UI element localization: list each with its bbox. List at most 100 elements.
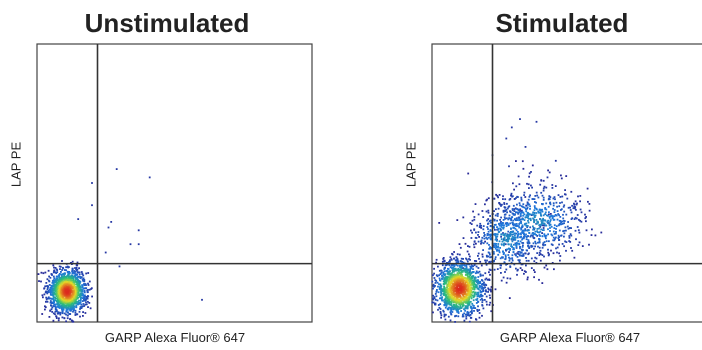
data-point — [507, 254, 510, 256]
data-point — [535, 212, 538, 214]
data-point — [72, 310, 74, 313]
data-point — [466, 313, 469, 316]
data-point — [53, 270, 55, 272]
data-point — [555, 214, 558, 217]
data-point — [440, 270, 443, 272]
data-point — [440, 290, 442, 293]
data-point — [41, 313, 44, 315]
data-point — [489, 235, 492, 238]
data-point — [66, 302, 69, 305]
data-point — [475, 260, 478, 262]
data-point — [529, 205, 531, 208]
data-point — [459, 281, 462, 283]
data-point — [474, 307, 477, 309]
data-point — [564, 240, 566, 243]
data-point — [484, 278, 487, 281]
data-point — [477, 267, 480, 269]
data-point — [480, 264, 483, 267]
data-point — [574, 207, 576, 210]
data-point — [569, 209, 572, 211]
data-point — [475, 318, 477, 320]
data-point — [442, 299, 444, 302]
data-point — [79, 287, 82, 289]
data-point — [59, 313, 62, 316]
data-point — [511, 216, 514, 219]
data-point — [520, 196, 523, 199]
data-point — [533, 209, 536, 212]
data-point — [58, 317, 60, 320]
data-point — [511, 230, 513, 233]
data-point — [526, 206, 529, 209]
data-point — [493, 233, 496, 235]
data-point — [448, 294, 450, 296]
data-point — [558, 236, 560, 238]
data-point — [462, 313, 464, 316]
data-point — [469, 313, 472, 316]
data-point — [54, 308, 57, 311]
data-point — [137, 243, 140, 246]
data-point — [523, 272, 525, 275]
data-point — [502, 250, 504, 253]
data-point — [81, 285, 84, 288]
data-point — [536, 252, 539, 254]
data-point — [577, 195, 579, 198]
data-point — [497, 253, 500, 256]
data-point — [501, 226, 503, 229]
data-point — [525, 216, 528, 218]
data-point — [534, 216, 536, 218]
data-point — [445, 279, 448, 281]
data-point — [502, 224, 504, 227]
data-point — [450, 289, 453, 292]
data-point — [545, 202, 548, 205]
data-point — [551, 217, 554, 220]
data-point — [84, 312, 87, 314]
data-point — [439, 303, 442, 305]
data-point — [104, 251, 107, 254]
data-point — [450, 258, 453, 261]
data-point — [544, 207, 547, 209]
data-point — [494, 258, 497, 260]
data-point — [530, 246, 533, 248]
data-point — [490, 286, 493, 288]
data-point — [446, 270, 448, 273]
data-point — [465, 279, 467, 281]
data-point — [55, 309, 58, 311]
data-point — [54, 299, 56, 302]
data-point — [500, 264, 502, 267]
data-point — [514, 218, 516, 220]
data-point — [432, 294, 435, 297]
data-point — [473, 264, 476, 267]
data-point — [478, 284, 481, 287]
data-point — [536, 231, 539, 234]
data-point — [448, 278, 450, 281]
data-point — [550, 225, 553, 228]
data-point — [467, 172, 470, 175]
data-point — [553, 209, 556, 211]
data-point — [472, 304, 474, 307]
data-point — [540, 220, 543, 222]
data-point — [461, 266, 463, 269]
data-point — [469, 222, 472, 224]
data-point — [499, 229, 502, 232]
data-point — [50, 291, 53, 293]
data-point — [518, 217, 521, 220]
data-point — [521, 160, 524, 163]
data-point — [512, 219, 515, 222]
data-point — [519, 267, 522, 269]
data-point — [71, 306, 74, 309]
data-point — [510, 126, 513, 129]
data-point — [489, 256, 491, 259]
data-point — [71, 287, 74, 290]
data-point — [490, 290, 492, 293]
data-point — [68, 291, 71, 294]
data-point — [539, 226, 542, 228]
data-point — [525, 238, 528, 241]
data-point — [55, 283, 57, 286]
data-point — [575, 238, 577, 241]
data-point — [504, 256, 507, 258]
data-point — [575, 203, 578, 206]
data-point — [432, 301, 435, 304]
data-point — [497, 243, 500, 245]
data-point — [557, 213, 560, 215]
data-point — [433, 297, 436, 300]
